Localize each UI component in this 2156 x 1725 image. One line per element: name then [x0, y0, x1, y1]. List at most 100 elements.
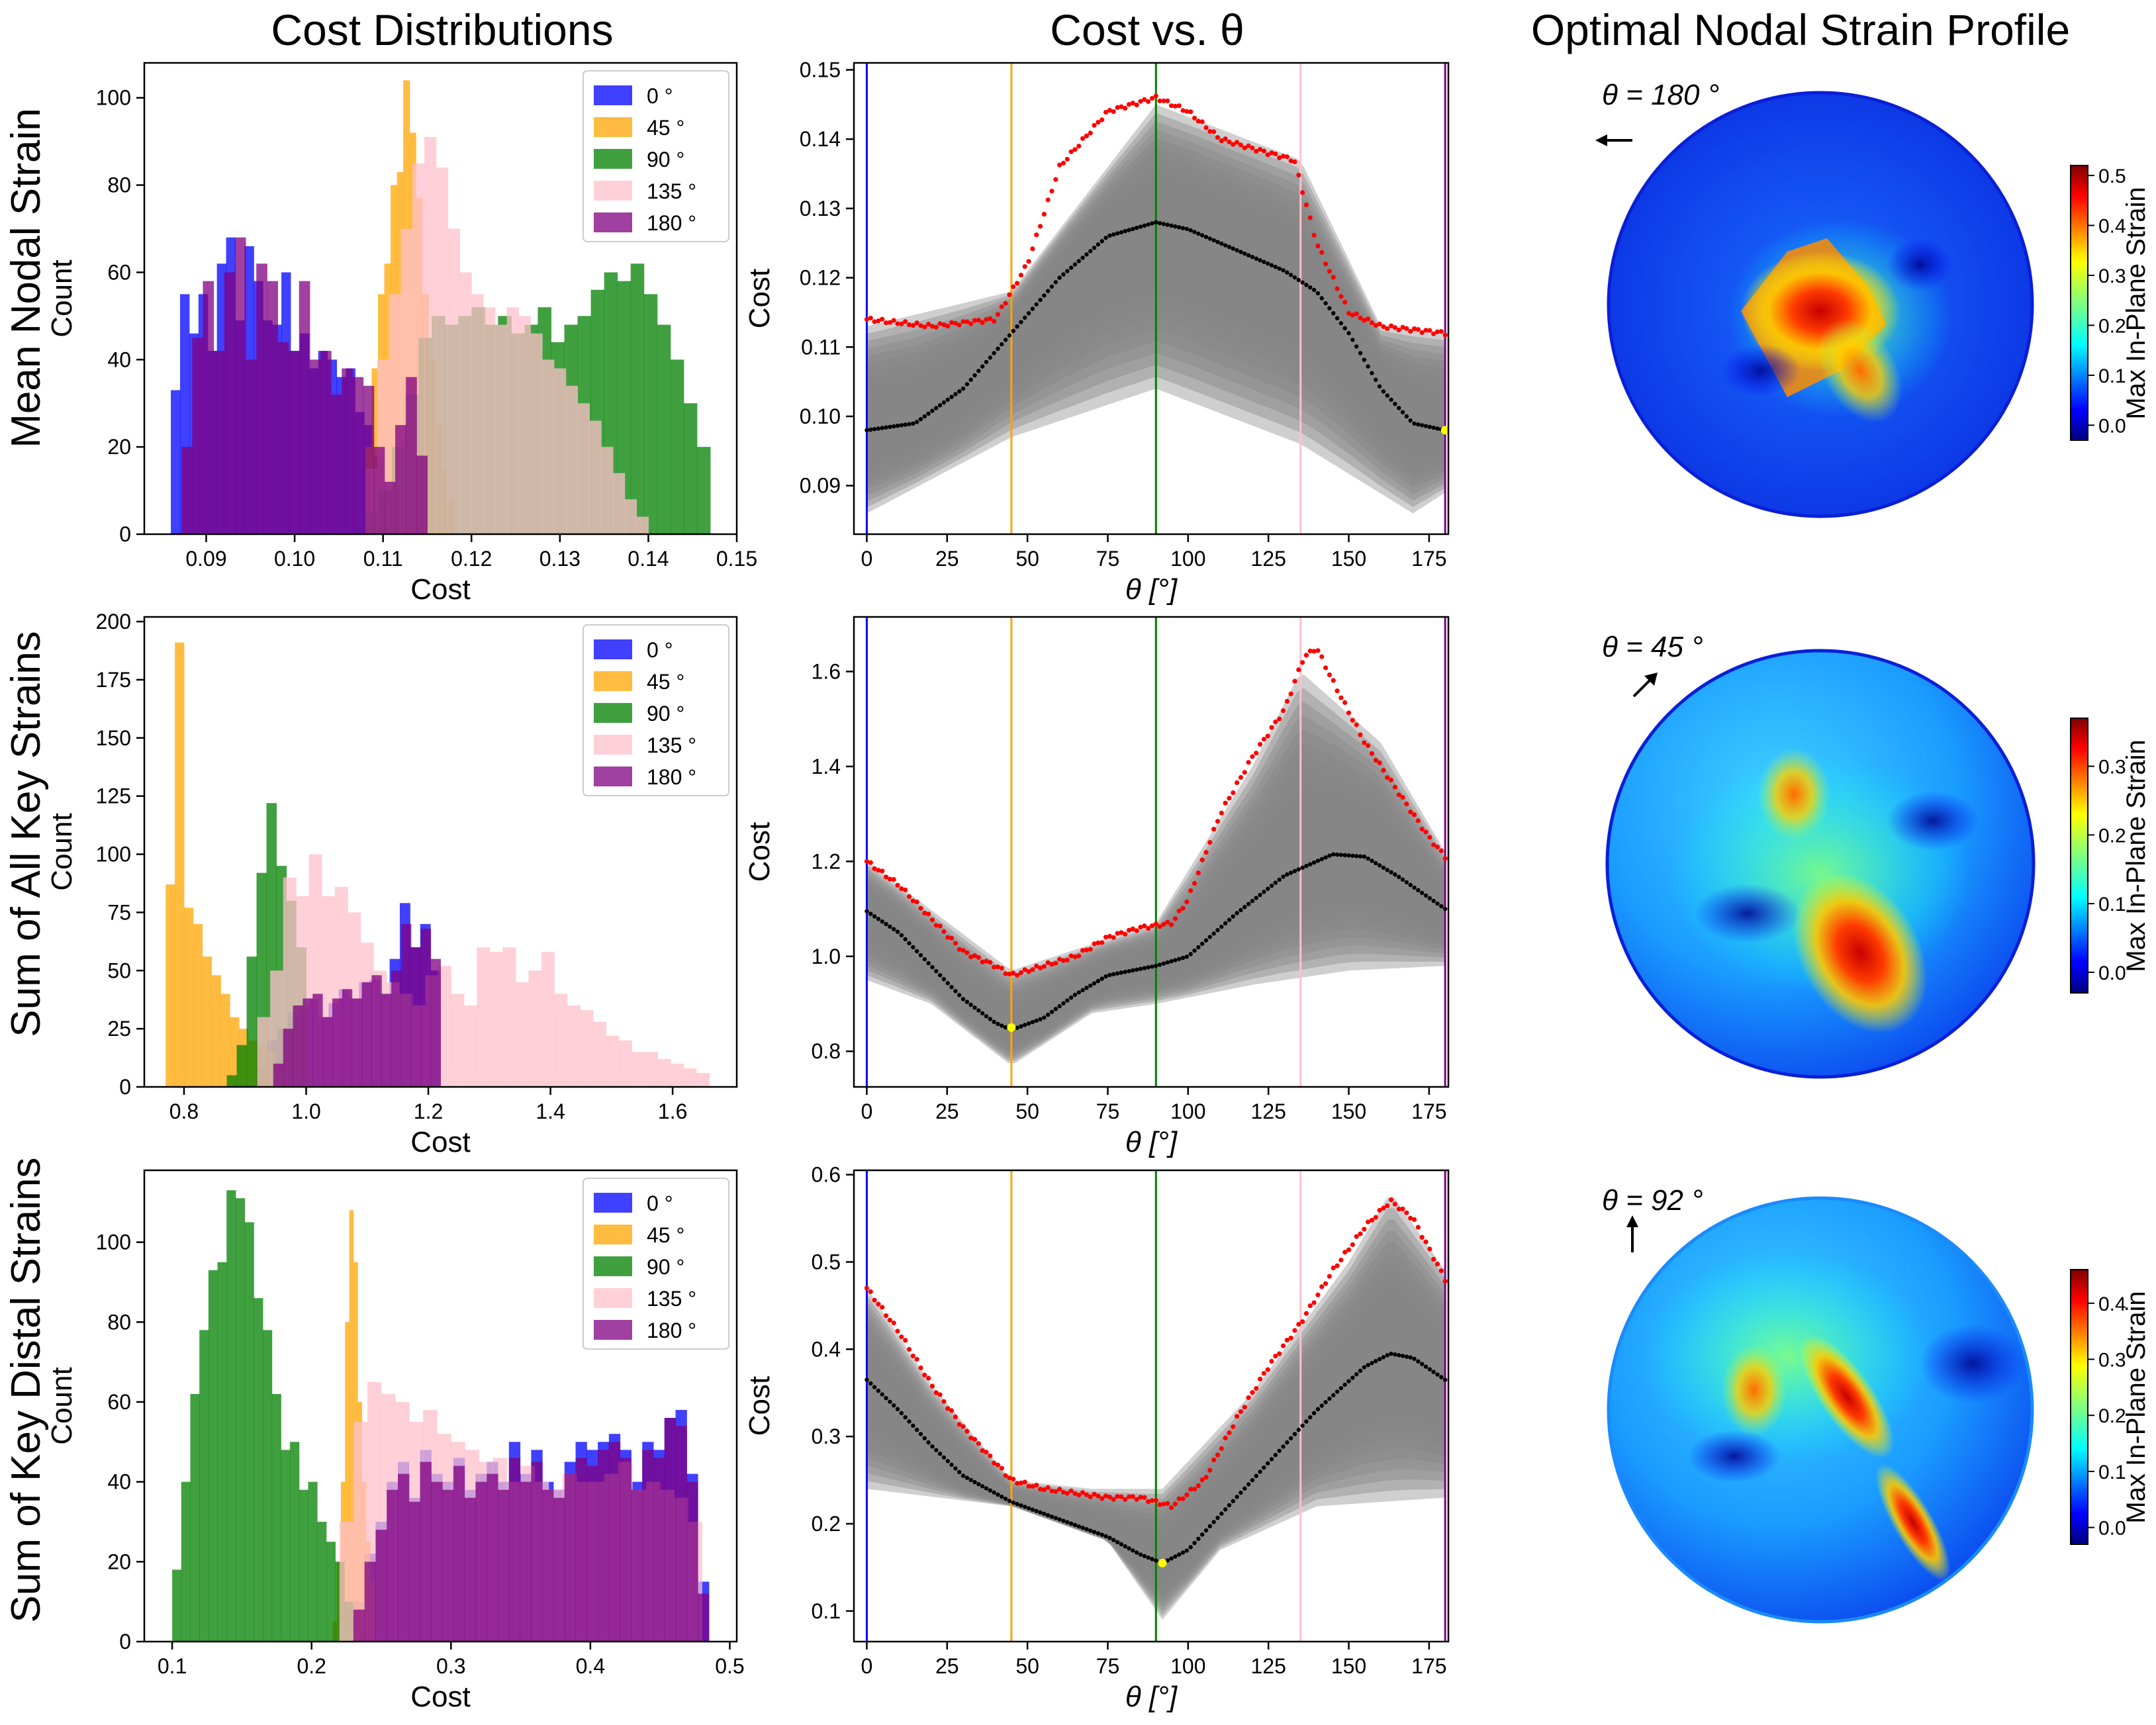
- histogram-bar: [592, 1021, 606, 1087]
- mean-cost-point: [961, 997, 966, 1002]
- max-cost-point: [980, 1448, 985, 1454]
- max-cost-point: [1338, 294, 1344, 299]
- histogram-bar: [438, 966, 451, 1087]
- histogram-bar: [670, 359, 684, 534]
- mean-cost-point: [1223, 243, 1228, 248]
- mean-cost-point: [1385, 868, 1389, 872]
- legend-swatch: [594, 1288, 632, 1308]
- histogram-bar: [598, 1450, 610, 1642]
- histogram-bar: [508, 1458, 521, 1642]
- mean-cost-point: [1072, 1522, 1078, 1528]
- x-tick-label: 0.5: [715, 1654, 744, 1678]
- max-cost-point: [1172, 916, 1178, 921]
- max-cost-point: [1346, 1247, 1352, 1252]
- max-cost-point: [1060, 1489, 1066, 1495]
- max-cost-point: [999, 304, 1004, 310]
- histogram-bar: [384, 481, 396, 534]
- mean-cost-point: [1038, 1017, 1043, 1022]
- histogram-bar: [631, 1489, 643, 1642]
- mean-cost-point: [934, 968, 939, 974]
- mean-cost-point: [988, 355, 993, 360]
- mean-cost-point: [1011, 328, 1015, 334]
- max-cost-point: [1319, 654, 1325, 659]
- legend-label: 90 °: [647, 148, 684, 171]
- max-cost-point: [995, 964, 1001, 970]
- mean-cost-point: [949, 395, 954, 399]
- x-tick-label: 175: [1411, 1654, 1446, 1678]
- histogram-bar: [451, 994, 465, 1087]
- max-cost-point: [1100, 1496, 1105, 1501]
- histogram-bar: [395, 425, 406, 534]
- max-cost-point: [1123, 931, 1128, 937]
- y-tick-label: 175: [96, 668, 131, 692]
- max-cost-point: [1188, 109, 1194, 115]
- max-cost-point: [1296, 1321, 1301, 1327]
- mean-cost-point: [884, 425, 888, 430]
- mean-cost-point: [1338, 853, 1344, 857]
- colorbar-ticks: 0.0 0.1 0.2 0.3 0.4 0.5: [2088, 165, 2126, 437]
- max-cost-point: [1018, 970, 1024, 975]
- mean-cost-point: [1288, 870, 1293, 875]
- mean-cost-point: [1242, 251, 1247, 256]
- axes-frame: [143, 62, 738, 536]
- max-cost-point: [1388, 1197, 1394, 1203]
- mean-cost-point: [1408, 882, 1413, 888]
- y-tick-label: 40: [107, 348, 131, 371]
- legend-swatch: [594, 735, 632, 755]
- max-cost-point: [1215, 819, 1221, 824]
- strain-hotspot: [1799, 1335, 1895, 1458]
- x-tick-label: 150: [1331, 1654, 1366, 1678]
- histogram-bar: [644, 1052, 658, 1087]
- max-cost-point: [1126, 927, 1132, 933]
- x-tick-label: 0: [861, 1099, 873, 1123]
- mean-cost-point: [980, 1484, 985, 1489]
- max-cost-point: [1434, 329, 1440, 334]
- max-cost-point: [1219, 810, 1224, 816]
- max-cost-point: [1188, 888, 1194, 894]
- mean-cost-point: [1119, 1542, 1124, 1547]
- x-tick-label: 0.8: [169, 1099, 199, 1123]
- mean-cost-point: [996, 346, 1000, 351]
- x-tick-label: 1.0: [291, 1099, 320, 1123]
- mean-cost-point: [949, 1462, 954, 1468]
- histogram-bar: [401, 923, 412, 1087]
- mean-cost-point: [1019, 1024, 1023, 1029]
- max-cost-point: [1231, 790, 1236, 796]
- max-cost-point: [980, 320, 985, 325]
- x-tick-label: 0: [861, 1654, 873, 1678]
- max-cost-point: [1088, 130, 1093, 136]
- colorbar-tick-label: 0.0: [2098, 1518, 2126, 1540]
- legend-label: 90 °: [647, 1255, 684, 1279]
- histogram-bar: [664, 1418, 677, 1642]
- max-cost-point: [1076, 1493, 1082, 1498]
- y-tick-label: 0.6: [812, 1163, 841, 1187]
- colorbar-tick-label: 0.2: [2098, 825, 2126, 847]
- max-cost-point: [1342, 1250, 1348, 1255]
- mean-cost-point: [1350, 1375, 1355, 1380]
- histogram-bar: [244, 1222, 254, 1642]
- max-cost-point: [1280, 154, 1286, 159]
- mean-cost-point: [1250, 254, 1255, 259]
- y-tick-label: 0.2: [812, 1512, 841, 1536]
- mean-cost-point: [1134, 1550, 1139, 1555]
- strain-dark-spot: [1688, 1430, 1781, 1483]
- mean-cost-point: [1219, 924, 1224, 929]
- max-cost-point: [903, 887, 908, 893]
- max-cost-point: [1434, 1262, 1440, 1267]
- histogram-bar: [398, 1473, 410, 1642]
- histogram-bar: [352, 998, 363, 1087]
- colorbar: [2070, 1269, 2088, 1545]
- max-cost-point: [984, 958, 989, 964]
- histogram-bar: [217, 1262, 227, 1642]
- mean-cost-point: [1003, 338, 1008, 342]
- mean-cost-point: [1231, 914, 1235, 919]
- max-cost-point: [1007, 1475, 1012, 1481]
- max-cost-point: [1123, 1497, 1128, 1502]
- max-cost-point: [1037, 1487, 1043, 1492]
- histogram-sum-key-distal-strains: 0.1 0.2 0.3 0.4 0.5 0 20 40 60 80 100 Cost Count 0 ° 4…: [46, 1169, 745, 1713]
- cost-vs-theta-mean-nodal-strain: 0 25 50 75 100 125 150 175 0.09 0.10 0.11 0.12 0.13 0…: [743, 58, 1450, 606]
- histogram-bar: [342, 989, 353, 1087]
- max-cost-point: [1068, 1488, 1074, 1493]
- legend-label: 0 °: [647, 1191, 673, 1215]
- max-cost-point: [1342, 700, 1348, 706]
